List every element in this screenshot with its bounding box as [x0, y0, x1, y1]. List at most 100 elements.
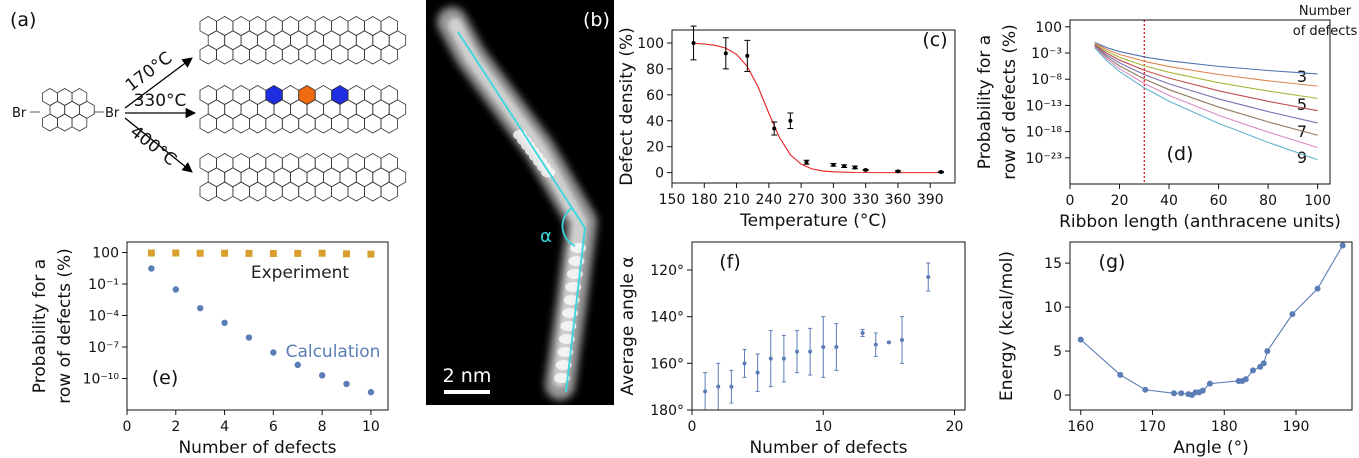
angle-arc — [561, 207, 576, 247]
stm-image: (b) α 2 nm — [426, 0, 614, 405]
x-axis-label: Ribbon length (anthracene units) — [1059, 212, 1341, 232]
hexagon — [364, 113, 382, 134]
y-tick-label: 10⁻⁸ — [1031, 72, 1062, 88]
y-axis-label: Probability for a — [975, 35, 995, 169]
y-tick-label: 10⁻¹³ — [1026, 98, 1062, 114]
hexagon — [347, 44, 365, 65]
hexagon — [347, 181, 365, 202]
hexagon — [281, 44, 300, 65]
hexagon — [248, 181, 267, 202]
line — [1094, 43, 1318, 99]
x-tick-label: 60 — [1210, 193, 1228, 209]
x-tick-label: 20 — [946, 419, 964, 435]
panel-label: (e) — [152, 367, 179, 389]
guide-line — [457, 31, 586, 393]
marker — [1142, 386, 1149, 393]
panel-label: (c) — [922, 29, 947, 51]
marker — [842, 164, 847, 169]
hexagon — [240, 99, 259, 120]
marker — [860, 331, 865, 335]
y-tick-label: 80 — [646, 62, 664, 78]
temperature-label: 170°C — [122, 48, 176, 96]
line — [1094, 47, 1318, 161]
hexagon — [232, 181, 250, 202]
y-tick-label: 180° — [650, 403, 684, 419]
x-tick-label: 150 — [659, 192, 686, 208]
marker — [834, 345, 839, 349]
hexagon — [380, 44, 398, 65]
hexagon — [372, 167, 390, 188]
marker — [691, 40, 696, 45]
marker — [196, 304, 204, 312]
plot-frame — [1069, 241, 1353, 411]
panel-label: (a) — [10, 9, 36, 31]
hexagon — [388, 30, 407, 51]
y-tick-label: 120° — [650, 263, 684, 279]
hexagon — [207, 99, 226, 120]
x-axis-label: Number of defects — [749, 438, 907, 458]
marker — [343, 380, 350, 388]
plot-frame — [1069, 19, 1331, 185]
marker — [831, 162, 836, 167]
hexagon — [298, 181, 316, 202]
hexagon — [364, 44, 382, 65]
y-axis-label: row of defects (%) — [1000, 24, 1020, 180]
marker — [367, 250, 375, 258]
marker — [900, 338, 904, 342]
hexagon — [199, 44, 217, 65]
x-tick-label: 80 — [1259, 193, 1277, 209]
y-tick-label: 10⁻¹⁰ — [83, 372, 120, 388]
x-tick-label: 0 — [123, 419, 132, 435]
temperature-label: 330°C — [134, 91, 187, 111]
x-tick-label: 360 — [885, 192, 912, 208]
hexagon — [265, 44, 283, 65]
x-axis-label: Temperature (°C) — [739, 211, 887, 231]
hexagon — [257, 30, 275, 51]
marker — [1249, 367, 1256, 374]
x-tick-label: 10 — [362, 419, 380, 435]
spot — [560, 321, 577, 331]
hexagon — [248, 44, 267, 65]
marker — [821, 345, 826, 349]
marker — [788, 118, 793, 123]
y-tick-label: 10⁻²³ — [1026, 151, 1062, 167]
marker — [781, 356, 786, 361]
spot — [554, 373, 570, 383]
hexagon — [298, 113, 316, 134]
hexagon — [265, 181, 283, 202]
x-tick-label: 4 — [220, 419, 229, 435]
hexagon — [273, 99, 291, 120]
y-axis-label: Average angle α — [618, 257, 638, 396]
y-tick-label: 5 — [1053, 344, 1062, 360]
hexagon — [273, 167, 291, 188]
marker — [172, 249, 180, 257]
molecule-drawings — [42, 16, 407, 202]
hexagon — [232, 113, 250, 134]
marker — [1117, 371, 1124, 378]
hexagon — [57, 113, 73, 132]
marker — [795, 349, 799, 354]
y-axis-label: Energy (kcal/mol) — [997, 251, 1017, 401]
marker — [1264, 348, 1271, 355]
marker — [294, 361, 301, 369]
marker — [745, 53, 750, 58]
marker — [863, 168, 868, 173]
x-tick-label: 210 — [723, 192, 750, 208]
x-axis-label: Angle (°) — [1173, 438, 1249, 458]
hexagon — [355, 99, 374, 120]
hexagon — [380, 113, 398, 134]
hexagon — [388, 99, 407, 120]
spot — [555, 360, 572, 370]
marker — [1339, 242, 1346, 249]
x-tick-label: 6 — [269, 419, 278, 435]
curve-label: 9 — [1297, 148, 1307, 167]
x-tick-label: 100 — [1304, 193, 1331, 209]
line — [1094, 45, 1318, 124]
marker — [269, 250, 277, 258]
series-label: Calculation — [286, 342, 381, 362]
panel-label: (f) — [719, 251, 741, 273]
hexagon — [290, 30, 308, 51]
reaction-scheme: (a) Br Br 170°C 330°C 400°C — [10, 9, 407, 202]
line — [693, 42, 942, 174]
marker — [723, 51, 728, 56]
